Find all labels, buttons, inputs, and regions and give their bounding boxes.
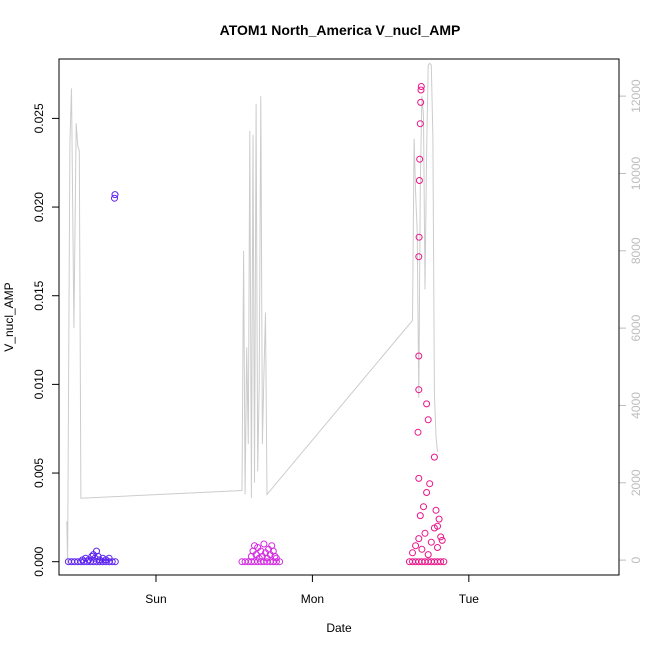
data-point-series-3-45 <box>438 536 446 544</box>
secondary-series-line <box>66 62 438 565</box>
data-point-series-1-24 <box>94 552 102 560</box>
y2-tick-label-3: 6000 <box>629 314 643 341</box>
x-axis-label: Date <box>326 621 352 635</box>
y2-tick-label-4: 8000 <box>629 237 643 264</box>
y2-tick-label-2: 4000 <box>629 392 643 419</box>
data-point-series-3-13 <box>409 549 416 557</box>
data-point-series-3-39 <box>417 86 425 94</box>
data-point-series-3-40 <box>417 83 425 90</box>
data-point-series-3-19 <box>427 538 435 546</box>
y2-tick-label-6: 12000 <box>629 79 643 113</box>
x-tick-label-sun: Sun <box>145 592 166 606</box>
secondary-line-layer <box>66 62 438 565</box>
y-tick-label-2: 0.010 <box>32 369 46 399</box>
y-tick-label-3: 0.015 <box>32 280 46 310</box>
data-point-series-3-18 <box>424 551 432 559</box>
plot-frame <box>58 58 620 576</box>
data-point-series-3-34 <box>415 233 423 241</box>
data-point-series-3-28 <box>435 515 443 523</box>
data-point-series-3-30 <box>414 428 422 436</box>
data-point-series-3-31 <box>415 386 423 394</box>
data-point-series-2-22 <box>260 540 268 548</box>
points-layer <box>64 83 448 566</box>
data-point-series-3-27 <box>432 506 440 514</box>
data-point-series-3-35 <box>415 177 423 184</box>
y-tick-label-4: 0.020 <box>32 192 46 222</box>
data-point-series-3-26 <box>426 480 434 488</box>
x-tick-label-mon: Mon <box>301 592 324 606</box>
data-point-series-3-25 <box>423 489 431 496</box>
data-point-series-3-44 <box>434 522 441 530</box>
data-point-series-1-28 <box>105 554 113 562</box>
data-point-series-2-29 <box>271 552 279 560</box>
data-point-series-3-43 <box>430 453 438 461</box>
data-point-series-3-24 <box>420 503 427 511</box>
data-point-series-3-21 <box>434 544 441 551</box>
y-tick-label-1: 0.005 <box>32 458 46 488</box>
chart-title: ATOM1 North_America V_nucl_AMP <box>220 22 461 38</box>
data-point-series-3-29 <box>415 474 423 482</box>
y-tick-label-0: 0.000 <box>32 546 46 576</box>
data-point-series-3-22 <box>437 533 445 541</box>
data-point-series-3-36 <box>416 155 424 163</box>
data-point-series-1-16 <box>111 558 119 566</box>
data-point-series-3-37 <box>416 120 424 128</box>
data-point-series-1-29 <box>111 194 118 202</box>
y-tick-label-5: 0.025 <box>32 103 46 133</box>
y2-tick-label-5: 10000 <box>629 156 643 190</box>
data-point-series-3-33 <box>415 253 423 261</box>
y2-tick-label-1: 2000 <box>629 469 643 496</box>
data-point-series-3-17 <box>421 529 429 537</box>
data-point-series-1-30 <box>111 191 119 199</box>
data-point-series-3-12 <box>440 558 448 566</box>
data-point-series-3-38 <box>417 98 425 106</box>
data-point-series-3-14 <box>412 542 420 550</box>
data-point-series-3-11 <box>437 558 445 566</box>
data-point-series-3-23 <box>416 512 424 520</box>
y-axis-label: V_nucl_AMP <box>2 282 16 351</box>
x-tick-label-tue: Tue <box>459 592 480 606</box>
y2-tick-label-0: 0 <box>629 556 643 563</box>
data-point-series-3-15 <box>415 535 423 543</box>
data-point-series-3-32 <box>415 352 423 360</box>
data-point-series-3-41 <box>423 400 431 408</box>
axes-layer: Sun Mon Tue 0.000 0.005 0.010 0.015 0.020 0.025 0… <box>32 79 643 606</box>
data-point-series-2-30 <box>272 554 280 562</box>
data-point-series-3-42 <box>424 416 432 424</box>
data-point-series-3-16 <box>418 545 426 553</box>
